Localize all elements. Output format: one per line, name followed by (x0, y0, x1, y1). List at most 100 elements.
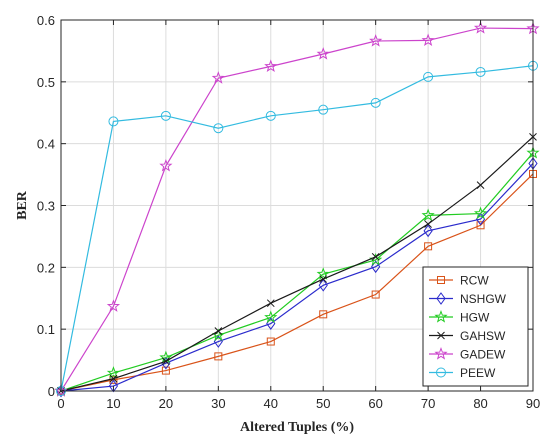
y-tick-label: 0.4 (37, 137, 55, 152)
legend-label: GADEW (460, 348, 506, 362)
data-point-gahsw-stroke (214, 327, 223, 335)
data-point-gahsw (109, 374, 118, 383)
data-point-gahsw (476, 181, 485, 189)
x-tick-label: 70 (421, 396, 435, 411)
data-point-gahsw (266, 299, 275, 308)
data-point-rcw (161, 366, 170, 375)
data-point-gahsw-stroke (266, 299, 275, 308)
legend-label: GAHSW (460, 329, 506, 343)
data-point-rcw (371, 290, 380, 299)
legend: RCW NSHGW HGW GAHSW GADEW PEEW (422, 266, 529, 387)
legend-item-hgw: HGW (429, 310, 490, 325)
legend-item-gahsw: GAHSW (429, 329, 506, 343)
x-tick-label: 30 (211, 396, 225, 411)
series-line-hgw (60, 152, 534, 392)
data-point-nshgw (423, 224, 433, 238)
series-gadew (54, 21, 540, 397)
data-point-rcw (424, 242, 433, 251)
data-point-gadew (316, 47, 330, 60)
x-tick-label: 60 (368, 396, 382, 411)
data-point-peew (213, 123, 224, 134)
series-gahsw (57, 133, 537, 395)
y-tick-label: 0.3 (37, 199, 55, 214)
data-point-gahsw-stroke (371, 252, 380, 261)
data-point-gadew (369, 34, 383, 47)
legend-label: HGW (460, 311, 490, 325)
data-point-hgw (159, 350, 173, 364)
data-point-gahsw (371, 252, 380, 261)
data-point-gadew (264, 59, 278, 72)
legend-marker-nshgw (436, 292, 446, 305)
legend-item-rcw: RCW (429, 274, 489, 288)
data-point-gadew (106, 299, 121, 312)
y-tick-label: 0.5 (37, 75, 55, 90)
data-point-gahsw-stroke (319, 275, 328, 283)
data-point-gahsw (162, 357, 170, 366)
legend-label: PEEW (460, 366, 496, 380)
series-line-peew (60, 65, 534, 392)
data-point-hgw (264, 310, 278, 324)
series-line-nshgw (60, 163, 534, 392)
series-layer (54, 21, 540, 398)
series-peew (56, 60, 538, 396)
y-tick-label: 0.1 (37, 322, 55, 337)
series-line-gahsw (60, 136, 534, 392)
y-tick-label: 0.6 (37, 13, 55, 28)
legend-marker-gadew (434, 347, 448, 360)
x-tick-label: 10 (106, 396, 120, 411)
data-point-gadew (211, 71, 225, 84)
legend-box (422, 266, 529, 387)
axis-ticks: 0 10 20 30 40 50 60 70 80 90 0 0.1 0.2 0.3 0.4 0.5 0.6 (37, 13, 540, 411)
data-point-nshgw (318, 278, 328, 292)
data-point-rcw (319, 310, 328, 319)
data-point-rcw (214, 352, 223, 361)
data-point-gahsw-stroke (424, 220, 432, 228)
series-hgw (54, 146, 540, 397)
data-point-rcw (476, 221, 485, 230)
data-point-nshgw (108, 379, 119, 393)
legend-label: RCW (460, 274, 489, 288)
data-point-hgw (316, 267, 330, 280)
data-point-gadew (473, 21, 488, 34)
y-axis-title: BER (15, 190, 30, 220)
data-point-gahsw-stroke (476, 181, 485, 189)
x-tick-label: 0 (57, 396, 64, 411)
data-point-peew (475, 66, 486, 77)
x-tick-label: 20 (159, 396, 173, 411)
x-tick-label: 90 (526, 396, 540, 411)
data-point-rcw (266, 337, 275, 346)
legend-item-nshgw: NSHGW (429, 292, 507, 306)
y-tick-label: 0 (48, 384, 55, 399)
data-point-peew (370, 97, 381, 108)
data-point-gahsw (424, 220, 432, 228)
data-point-hgw (473, 206, 488, 220)
data-point-peew (160, 110, 171, 121)
legend-marker-peew (436, 367, 446, 378)
data-point-hgw (106, 366, 121, 379)
data-point-peew (265, 110, 276, 121)
legend-marker-hgw (434, 310, 448, 323)
x-axis-title: Altered Tuples (%) (240, 420, 354, 435)
x-tick-label: 80 (473, 396, 487, 411)
legend-marker-gahsw-stroke (437, 331, 445, 340)
x-tick-label: 50 (316, 396, 330, 411)
data-point-gadew (159, 158, 173, 172)
data-point-hgw (421, 208, 435, 222)
data-point-peew (423, 71, 434, 82)
legend-marker-rcw (437, 276, 445, 284)
legend-item-peew: PEEW (429, 366, 496, 380)
legend-item-gadew: GADEW (429, 347, 506, 362)
x-tick-label: 40 (264, 396, 278, 411)
y-tick-label: 0.2 (37, 260, 55, 275)
legend-label: NSHGW (460, 292, 507, 306)
data-point-nshgw (371, 260, 381, 274)
legend-marker-gahsw (437, 331, 445, 340)
data-point-gadew (421, 33, 435, 47)
data-point-gahsw-stroke (162, 357, 170, 366)
data-point-peew (108, 116, 119, 127)
series-line-gadew (60, 27, 534, 392)
data-point-gahsw-stroke (109, 374, 118, 383)
data-point-peew (318, 104, 329, 115)
data-point-gahsw (214, 327, 223, 335)
